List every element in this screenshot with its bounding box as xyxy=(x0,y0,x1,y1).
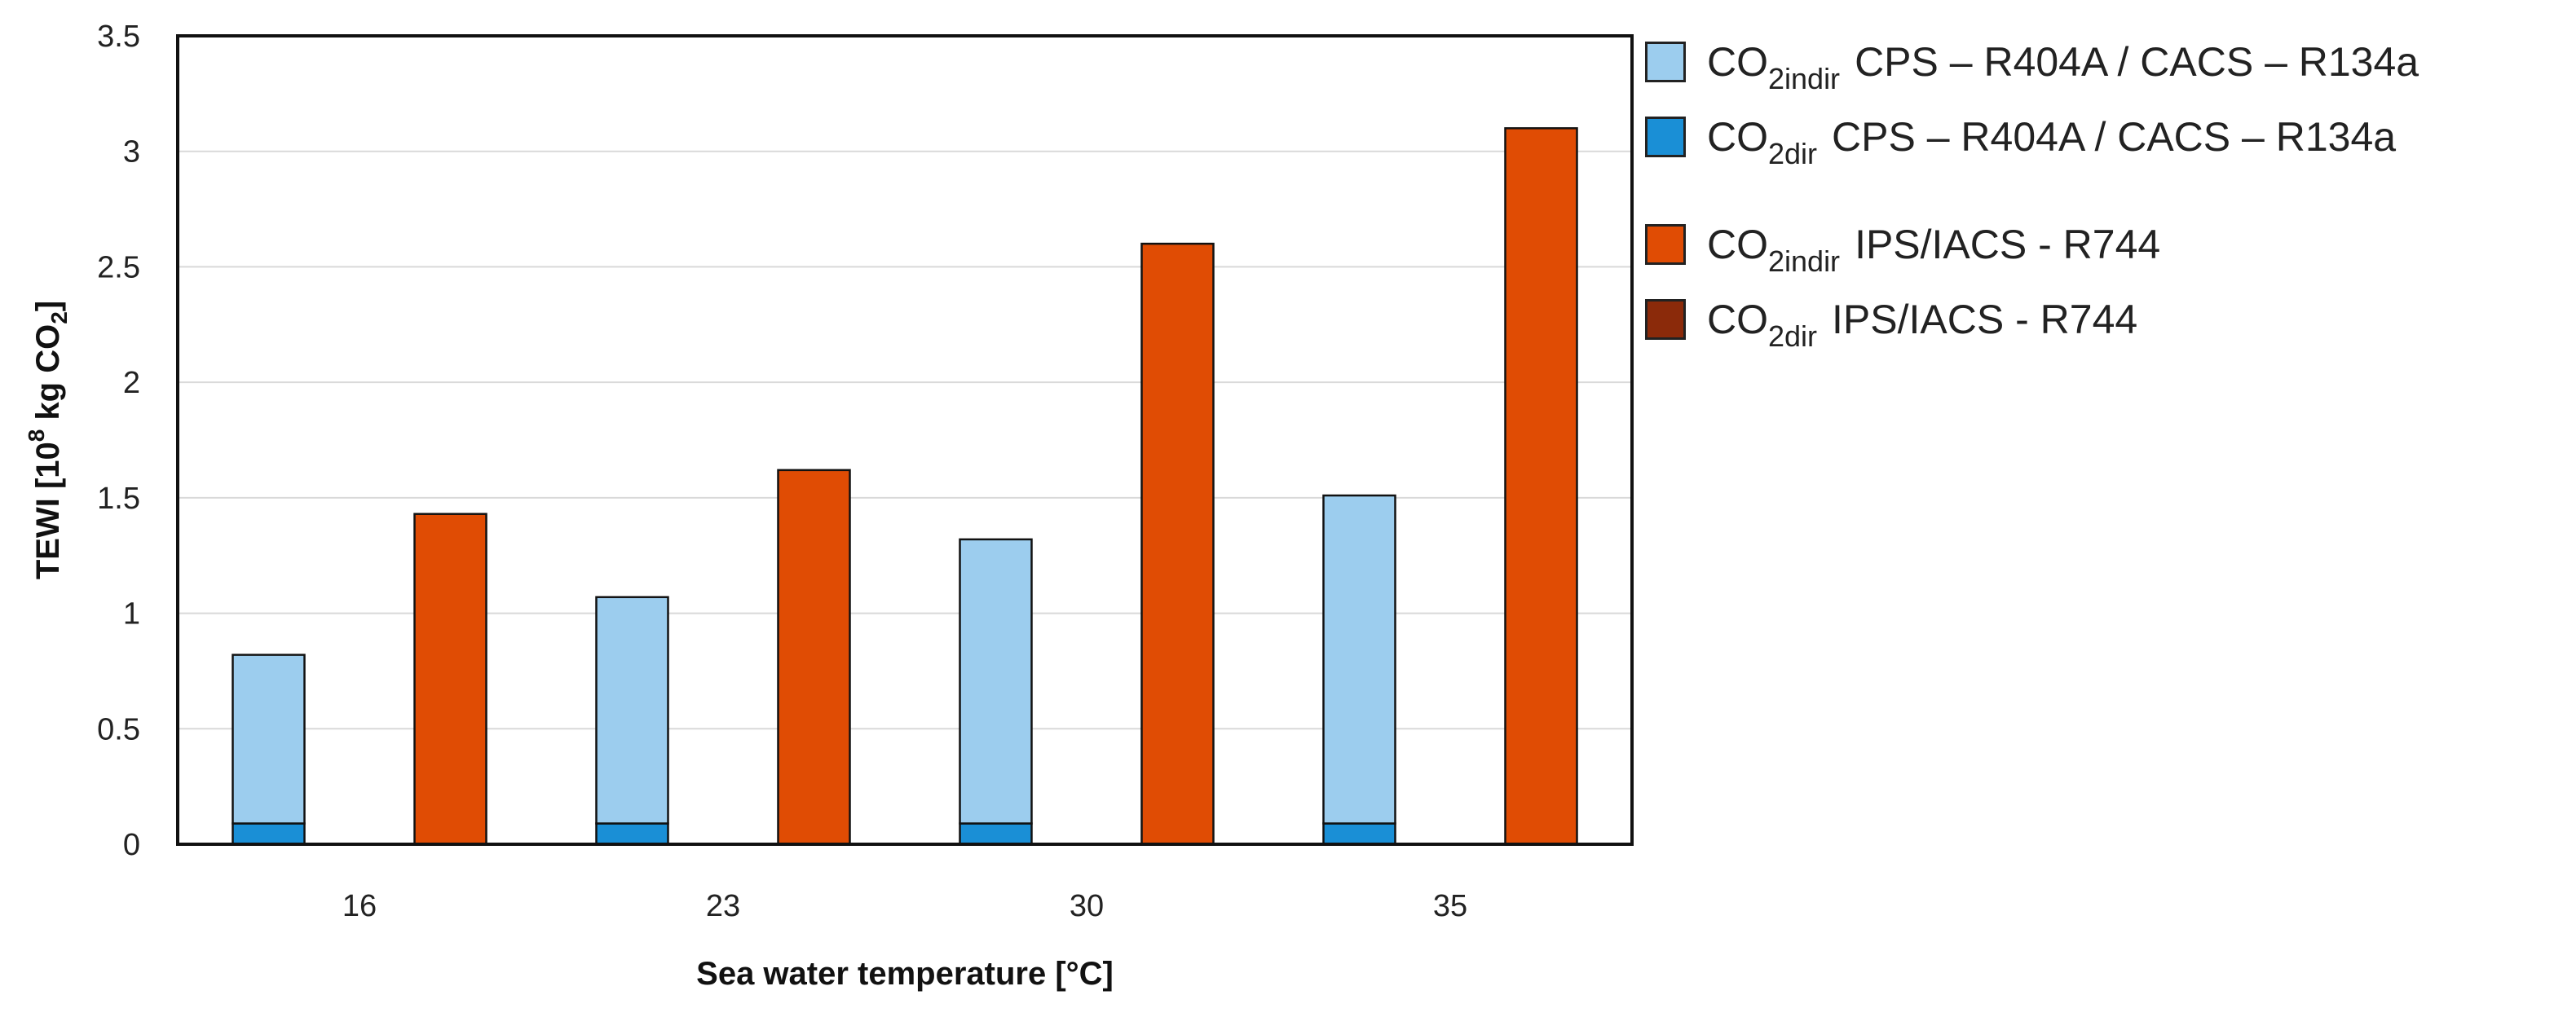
legend: CO2indir CPS – R404A / CACS – R134a CO2di… xyxy=(1645,24,2566,357)
legend-sub: 2indir xyxy=(1768,244,1841,278)
legend-swatch xyxy=(1645,299,1686,340)
x-tick-labels: 16 23 30 35 xyxy=(342,889,1467,923)
bar-segment xyxy=(959,822,1033,846)
legend-item-co2dir-cps: CO2dir CPS – R404A / CACS – R134a xyxy=(1645,99,2566,174)
bar-segment xyxy=(1140,242,1215,846)
bar-segment xyxy=(595,596,669,825)
y-tick-label: 0 xyxy=(123,828,140,862)
y-axis-title: TEWI [108 kg CO2] xyxy=(24,301,72,579)
bar-segment xyxy=(232,654,306,825)
bar-segment xyxy=(1322,822,1396,846)
legend-desc: IPS/IACS - R744 xyxy=(1832,297,2138,342)
y-tick-label: 2.5 xyxy=(97,250,140,284)
legend-main: CO xyxy=(1707,297,1768,342)
y-axis-title-suffix: ] xyxy=(30,301,66,311)
legend-sub: 2indir xyxy=(1768,62,1841,95)
legend-label: CO2indir IPS/IACS - R744 xyxy=(1707,221,2161,278)
legend-swatch xyxy=(1645,42,1686,82)
legend-main: CO xyxy=(1707,114,1768,160)
y-tick-label: 3 xyxy=(123,135,140,170)
legend-label: CO2dir IPS/IACS - R744 xyxy=(1707,296,2138,353)
bar-segment xyxy=(1322,494,1396,825)
bar-segment xyxy=(595,822,669,846)
y-tick-label: 0.5 xyxy=(97,712,140,746)
bar-segment xyxy=(1504,127,1578,846)
legend-desc: CPS – R404A / CACS – R134a xyxy=(1855,39,2419,85)
bar-segment xyxy=(413,513,487,846)
y-axis-title-prefix: TEWI [10 xyxy=(30,442,66,579)
legend-label: CO2dir CPS – R404A / CACS – R134a xyxy=(1707,113,2397,170)
x-tick-label: 35 xyxy=(1433,889,1467,923)
legend-swatch xyxy=(1645,224,1686,265)
gridlines xyxy=(178,150,1632,730)
bar-segment xyxy=(232,822,306,846)
y-tick-label: 3.5 xyxy=(97,20,140,54)
legend-sub: 2dir xyxy=(1768,319,1818,353)
x-tick-label: 23 xyxy=(706,889,740,923)
legend-desc: IPS/IACS - R744 xyxy=(1855,222,2161,267)
x-tick-label: 30 xyxy=(1070,889,1104,923)
x-tick-label: 16 xyxy=(342,889,377,923)
bars xyxy=(232,127,1578,846)
legend-swatch xyxy=(1645,117,1686,157)
y-tick-label: 1 xyxy=(123,597,140,632)
legend-item-co2indir-cps: CO2indir CPS – R404A / CACS – R134a xyxy=(1645,24,2566,99)
bar-segment xyxy=(959,538,1033,825)
x-axis-title: Sea water temperature [°C] xyxy=(696,956,1114,992)
y-axis-title-middle: kg CO xyxy=(30,324,66,429)
legend-main: CO xyxy=(1707,39,1768,85)
bar-segment xyxy=(777,469,851,846)
legend-main: CO xyxy=(1707,222,1768,267)
y-tick-labels: 0 0.5 1 1.5 2 2.5 3 3.5 xyxy=(97,20,140,862)
y-tick-label: 2 xyxy=(123,366,140,400)
y-axis-title-sup: 8 xyxy=(24,429,49,442)
legend-item-co2indir-ips: CO2indir IPS/IACS - R744 xyxy=(1645,207,2566,282)
legend-sub: 2dir xyxy=(1768,137,1818,170)
legend-desc: CPS – R404A / CACS – R134a xyxy=(1832,114,2397,160)
legend-label: CO2indir CPS – R404A / CACS – R134a xyxy=(1707,38,2419,95)
legend-item-co2dir-ips: CO2dir IPS/IACS - R744 xyxy=(1645,282,2566,357)
y-tick-label: 1.5 xyxy=(97,482,140,516)
y-axis-title-sub: 2 xyxy=(46,311,72,324)
plot-frame xyxy=(176,34,1634,846)
